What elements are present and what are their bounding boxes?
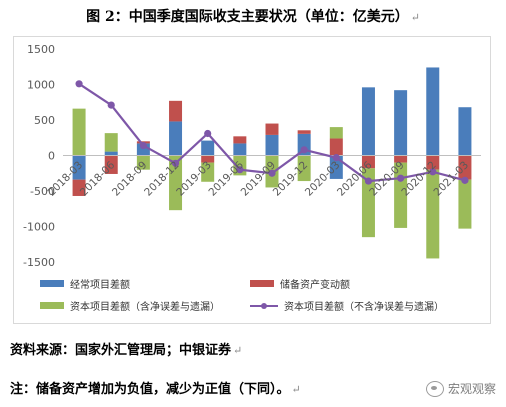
legend-label: 资本项目差额（含净误差与遗漏） bbox=[70, 302, 220, 313]
line-point bbox=[332, 154, 340, 162]
line-point bbox=[461, 176, 469, 184]
bar-segment bbox=[104, 151, 118, 156]
source-text: 资料来源：国家外汇管理局；中银证券 bbox=[10, 343, 232, 358]
bar-segment bbox=[104, 133, 118, 152]
line-point bbox=[204, 129, 212, 138]
y-tick-label: -1000 bbox=[23, 221, 55, 234]
legend-label: 经常项目差额 bbox=[70, 280, 130, 291]
line-point bbox=[429, 168, 437, 176]
legend-item: 经常项目差额 bbox=[40, 276, 130, 291]
chart-title: 图 2：中国季度国际收支主要状况（单位：亿美元） ↵ bbox=[0, 6, 506, 26]
paragraph-mark: ↵ bbox=[410, 11, 420, 24]
bar-segment bbox=[329, 127, 343, 139]
bar-segment bbox=[72, 108, 86, 156]
wechat-icon bbox=[425, 380, 444, 397]
bar-segment bbox=[201, 162, 215, 182]
footnote: 注：储备资产增加为负值，减少为正值（下同）。 ↵ bbox=[10, 378, 301, 397]
bar-segment bbox=[361, 155, 375, 169]
line-point bbox=[139, 141, 147, 150]
y-tick-label: 1000 bbox=[27, 79, 55, 92]
bar-segment bbox=[361, 87, 375, 156]
bar-segment bbox=[361, 168, 375, 238]
bar-segment bbox=[458, 155, 472, 180]
legend-swatch bbox=[250, 280, 274, 287]
bar-segment bbox=[265, 123, 279, 135]
chart-frame bbox=[13, 36, 491, 324]
bar-segment bbox=[265, 134, 279, 156]
footnote-paragraph-mark: ↵ bbox=[291, 383, 301, 396]
source-paragraph-mark: ↵ bbox=[233, 344, 243, 357]
line-point bbox=[268, 169, 276, 177]
legend-item: 资本项目差额（含净误差与遗漏） bbox=[40, 298, 220, 313]
source-note: 资料来源：国家外汇管理局；中银证券 ↵ bbox=[10, 339, 242, 358]
legend-item: 资本项目差额（不含净误差与遗漏） bbox=[250, 298, 444, 313]
legend-label: 储备资产变动额 bbox=[280, 280, 350, 291]
bar-segment bbox=[136, 155, 150, 170]
bar-segment bbox=[426, 169, 440, 259]
bar-segment bbox=[458, 107, 472, 156]
legend-item: 储备资产变动额 bbox=[250, 276, 350, 291]
line-point bbox=[107, 101, 115, 109]
legend-swatch bbox=[40, 302, 64, 309]
bar-segment bbox=[394, 90, 408, 156]
line-point bbox=[171, 159, 180, 167]
watermark: 宏观观察 bbox=[425, 380, 496, 397]
bar-segment bbox=[104, 155, 118, 174]
y-tick-label: 0 bbox=[48, 150, 55, 163]
bar-segment bbox=[394, 155, 408, 163]
y-tick-label: 1500 bbox=[27, 43, 55, 56]
bar-segment bbox=[297, 130, 311, 134]
legend-label: 资本项目差额（不含净误差与遗漏） bbox=[284, 302, 444, 313]
bar-segment bbox=[169, 100, 183, 122]
y-tick-label: -1500 bbox=[23, 256, 55, 269]
bar-segment bbox=[72, 155, 86, 180]
bar-segment bbox=[72, 179, 86, 196]
legend-line-swatch bbox=[250, 302, 278, 310]
bar-segment bbox=[458, 179, 472, 229]
bar-segment bbox=[169, 121, 183, 156]
y-tick-label: -500 bbox=[30, 185, 55, 198]
line-point bbox=[364, 177, 373, 185]
bar-segment bbox=[169, 155, 183, 211]
line-point bbox=[300, 146, 308, 154]
bar-segment bbox=[329, 138, 343, 156]
bar-segment bbox=[426, 155, 440, 170]
bar-segment bbox=[233, 136, 247, 144]
line-point bbox=[75, 80, 83, 88]
y-tick-label: 500 bbox=[34, 114, 55, 127]
bar-segment bbox=[201, 155, 215, 163]
bar-segment bbox=[297, 155, 311, 182]
bar-segment bbox=[426, 67, 440, 156]
footnote-text: 注：储备资产增加为负值，减少为正值（下同）。 bbox=[10, 382, 290, 397]
legend-swatch bbox=[40, 280, 64, 287]
chart-title-text: 图 2：中国季度国际收支主要状况（单位：亿美元） bbox=[86, 9, 409, 25]
line-point bbox=[397, 174, 405, 182]
bar-segment bbox=[233, 143, 247, 156]
watermark-text: 宏观观察 bbox=[447, 382, 496, 396]
bar-segment bbox=[201, 140, 215, 156]
chart-plot: 150010005000-500-1000-15002018-032018-06… bbox=[23, 43, 481, 269]
line-point bbox=[236, 166, 244, 174]
